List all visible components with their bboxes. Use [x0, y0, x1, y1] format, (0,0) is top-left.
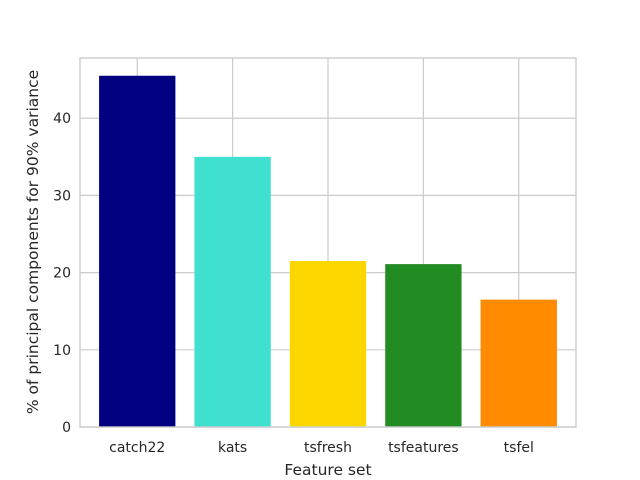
- x-tick-labels: catch22 kats tsfresh tsfeatures tsfel: [109, 440, 534, 456]
- x-tick-label-catch22: catch22: [109, 440, 165, 456]
- bar-tsfresh: [289, 261, 367, 427]
- bar-tsfel: [480, 299, 557, 427]
- bars: [99, 75, 557, 428]
- y-tick-label: 10: [53, 343, 71, 359]
- x-tick-label-tsfeatures: tsfeatures: [388, 440, 459, 456]
- x-tick-label-tsfel: tsfel: [504, 440, 534, 456]
- bar-tsfeatures: [385, 264, 462, 427]
- y-tick-labels: 0 10 20 30 40: [53, 111, 71, 436]
- bar-catch22: [99, 75, 176, 427]
- y-tick-label: 30: [53, 188, 71, 204]
- plot-frame: [79, 57, 577, 428]
- x-tick-label-tsfresh: tsfresh: [304, 440, 352, 456]
- bar-kats: [194, 156, 271, 428]
- y-tick-label: 20: [53, 266, 71, 282]
- y-tick-label: 0: [62, 420, 71, 436]
- x-tick-label-kats: kats: [218, 440, 247, 456]
- y-tick-label: 40: [53, 111, 71, 127]
- y-axis-label: % of principal components for 90% varian…: [24, 70, 42, 414]
- x-axis-label: Feature set: [284, 461, 371, 479]
